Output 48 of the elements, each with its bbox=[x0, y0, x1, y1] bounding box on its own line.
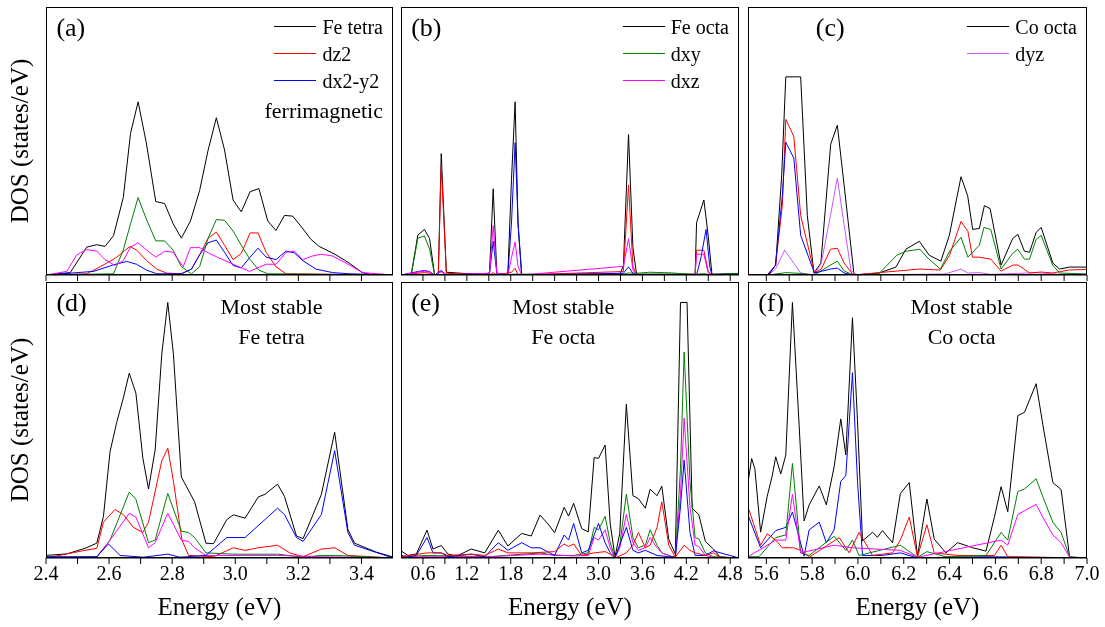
legend-label: dxy bbox=[670, 41, 701, 67]
x-tick-label: 4.2 bbox=[673, 562, 699, 585]
annotation: Fe octa bbox=[530, 323, 597, 351]
annotation: Most stable bbox=[219, 293, 324, 321]
x-tick-label: 5.6 bbox=[753, 562, 779, 585]
x-axis-title: Energy (eV) bbox=[156, 592, 283, 622]
y-axis-title: DOS (states/eV) bbox=[5, 336, 34, 505]
annotation: Fe tetra bbox=[237, 323, 306, 351]
x-tick-label: 2.4 bbox=[33, 562, 59, 585]
y-axis-title: DOS (states/eV) bbox=[5, 57, 34, 226]
x-tick-label: 0.6 bbox=[410, 562, 436, 585]
legend-label: dx2-y2 bbox=[322, 68, 380, 94]
x-tick-label: 3.0 bbox=[222, 562, 248, 585]
x-tick-label: 6.2 bbox=[891, 562, 917, 585]
x-tick-label: 7.0 bbox=[1074, 562, 1100, 585]
x-tick-label: 6.6 bbox=[982, 562, 1008, 585]
x-axis-title: Energy (eV) bbox=[854, 592, 981, 622]
legend-label: Fe octa bbox=[670, 14, 729, 40]
x-tick-label: 1.8 bbox=[498, 562, 524, 585]
annotation: Most stable bbox=[511, 293, 616, 321]
annotation: Most stable bbox=[909, 293, 1014, 321]
chart-title: (e) bbox=[411, 288, 440, 318]
x-tick-label: 6.0 bbox=[845, 562, 871, 585]
legend-label: dz2 bbox=[322, 41, 352, 67]
x-tick-label: 4.8 bbox=[717, 562, 743, 585]
annotation: Co octa bbox=[926, 323, 997, 351]
chart-title: (d) bbox=[56, 288, 87, 318]
x-tick-label: 3.0 bbox=[586, 562, 612, 585]
legend-label: Fe tetra bbox=[322, 14, 383, 40]
legend-label: Co octa bbox=[1015, 14, 1077, 40]
x-tick-label: 3.4 bbox=[348, 562, 374, 585]
chart-title: (a) bbox=[56, 13, 86, 43]
x-tick-label: 6.8 bbox=[1028, 562, 1054, 585]
x-tick-label: 2.4 bbox=[542, 562, 568, 585]
legend-label: dyz bbox=[1015, 41, 1045, 67]
chart-title: (c) bbox=[815, 13, 845, 43]
x-tick-label: 2.6 bbox=[96, 562, 122, 585]
x-tick-label: 3.6 bbox=[629, 562, 655, 585]
x-tick-label: 2.8 bbox=[159, 562, 185, 585]
chart-title: (b) bbox=[411, 13, 442, 43]
legend-label: dxz bbox=[670, 68, 700, 94]
annotation: ferrimagnetic bbox=[264, 97, 383, 125]
x-tick-label: 5.8 bbox=[799, 562, 825, 585]
x-tick-label: 3.2 bbox=[285, 562, 311, 585]
x-tick-label: 1.2 bbox=[454, 562, 480, 585]
x-axis-title: Energy (eV) bbox=[507, 592, 633, 622]
x-tick-label: 6.4 bbox=[937, 562, 963, 585]
chart-title: (f) bbox=[758, 288, 785, 318]
